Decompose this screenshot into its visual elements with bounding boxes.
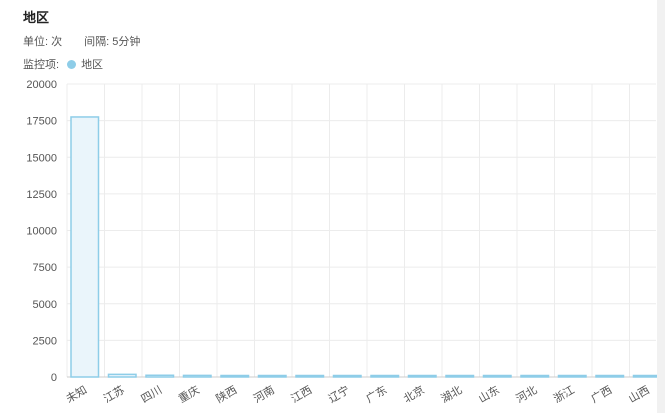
y-tick-label: 2500 (33, 335, 57, 347)
legend-dot-icon[interactable] (67, 59, 77, 69)
legend-item-label[interactable]: 地区 (81, 59, 104, 71)
bar[interactable] (520, 374, 550, 378)
x-tick-label: 江苏 (101, 383, 127, 405)
y-tick-label: 12500 (26, 189, 57, 201)
y-tick-label: 5000 (33, 299, 57, 311)
bar[interactable] (482, 374, 512, 378)
x-tick-label: 北京 (401, 382, 427, 405)
bar[interactable] (332, 374, 362, 378)
bar[interactable] (107, 373, 137, 378)
x-tick-label: 山东 (476, 383, 502, 405)
bar[interactable] (557, 374, 587, 378)
x-tick-label: 河南 (251, 383, 277, 405)
bar[interactable] (257, 374, 287, 378)
bar[interactable] (295, 374, 325, 378)
bar[interactable] (370, 374, 400, 378)
x-tick-label: 陕西 (213, 382, 239, 405)
bar[interactable] (407, 374, 437, 378)
chart-title: 地区 (23, 10, 50, 25)
y-tick-label: 17500 (26, 116, 57, 128)
unit-label: 单位: 次 (23, 36, 63, 48)
x-tick-label: 江西 (289, 383, 315, 405)
x-tick-label: 重庆 (176, 382, 202, 405)
x-tick-label: 广西 (589, 383, 615, 405)
bar[interactable] (70, 116, 100, 378)
bar[interactable] (445, 374, 475, 378)
y-tick-label: 10000 (26, 226, 57, 238)
y-tick-label: 7500 (33, 262, 57, 274)
x-tick-label: 河北 (514, 383, 540, 405)
chart-meta: 单位: 次 间隔: 5分钟 (23, 33, 140, 49)
x-tick-label: 四川 (139, 384, 164, 405)
bar[interactable] (145, 374, 175, 378)
y-tick-label: 20000 (26, 79, 57, 91)
y-tick-label: 15000 (26, 152, 57, 164)
y-tick-label: 0 (51, 372, 57, 384)
legend: 监控项: 地区 (23, 56, 103, 72)
interval-label: 间隔: 5分钟 (84, 36, 141, 48)
x-tick-label: 辽宁 (326, 382, 352, 405)
monitor-label: 监控项: (23, 59, 60, 71)
bar[interactable] (182, 374, 212, 378)
x-tick-label: 山西 (626, 383, 652, 405)
x-tick-label: 未知 (63, 382, 89, 405)
x-tick-label: 浙江 (551, 383, 577, 405)
x-tick-label: 湖北 (439, 383, 465, 405)
vertical-scrollbar[interactable] (657, 0, 665, 413)
bar[interactable] (220, 374, 250, 378)
bar[interactable] (595, 374, 625, 378)
x-tick-label: 广东 (364, 383, 390, 405)
